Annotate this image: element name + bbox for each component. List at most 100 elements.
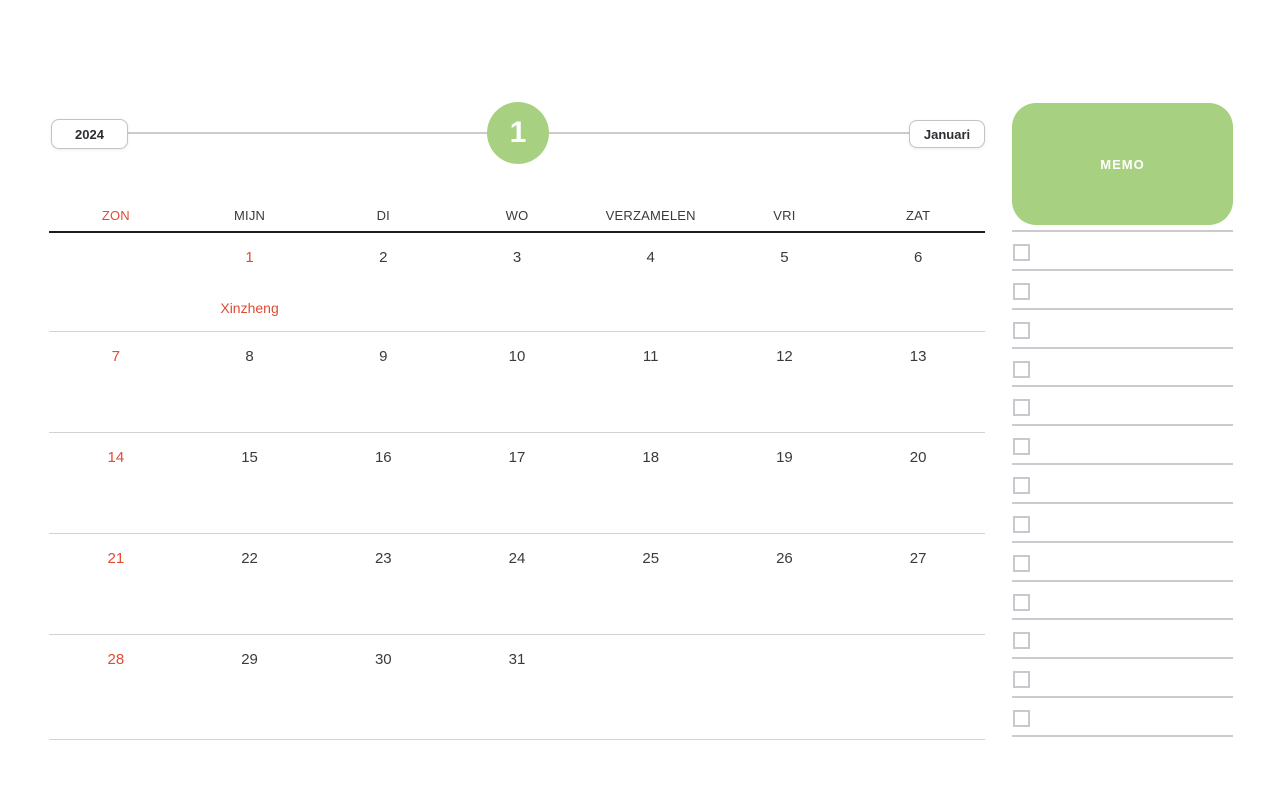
memo-row xyxy=(1012,620,1233,660)
holiday-label: Xinzheng xyxy=(220,300,279,316)
calendar-grid: 1 Xinzheng 2 3 4 5 6 7 8 9 10 11 12 13 14 15 16 17 18 19 20 2… xyxy=(49,233,985,740)
memo-header: MEMO xyxy=(1012,103,1233,225)
day-cell-empty xyxy=(718,635,852,739)
day-cell-15: 15 xyxy=(183,433,317,533)
day-number: 27 xyxy=(909,550,927,567)
memo-row xyxy=(1012,271,1233,310)
weekday-header-wo: WO xyxy=(505,208,529,223)
memo-checkbox[interactable] xyxy=(1013,710,1030,728)
day-cell-16: 16 xyxy=(316,433,450,533)
memo-row xyxy=(1012,504,1233,543)
weekday-header-zon: ZON xyxy=(101,208,130,223)
day-cell-empty xyxy=(49,233,183,331)
day-number: 12 xyxy=(776,348,793,365)
calendar: ZON MIJN DI WO VERZAMELEN VRI ZAT 1 Xinzheng 2 3 4… xyxy=(49,200,985,740)
day-number: 26 xyxy=(776,550,793,567)
day-number: 15 xyxy=(241,449,258,466)
memo-checkbox[interactable] xyxy=(1013,360,1030,378)
day-number: 9 xyxy=(379,348,388,365)
day-cell-24: 24 xyxy=(450,534,584,634)
day-cell-17: 17 xyxy=(450,433,584,533)
day-number: 19 xyxy=(776,449,793,466)
day-number: 23 xyxy=(374,550,392,567)
memo-row xyxy=(1012,465,1233,504)
day-cell-18: 18 xyxy=(584,433,718,533)
weekday-header-vri: VRI xyxy=(773,208,796,223)
day-cell-14: 14 xyxy=(49,433,183,533)
memo-row xyxy=(1012,543,1233,582)
day-number: 22 xyxy=(241,550,258,567)
memo-row xyxy=(1012,659,1233,699)
day-cell-7: 7 xyxy=(49,332,183,432)
day-cell-10: 10 xyxy=(450,332,584,432)
day-cell-2: 2 xyxy=(316,233,450,331)
day-number: 4 xyxy=(646,249,655,266)
month-button[interactable]: Januari xyxy=(909,120,985,148)
day-number: 6 xyxy=(913,249,923,266)
memo-row xyxy=(1012,426,1233,466)
memo-row xyxy=(1012,310,1233,349)
day-cell-empty xyxy=(584,635,718,739)
memo-checkbox[interactable] xyxy=(1013,554,1030,572)
day-cell-28: 28 xyxy=(49,635,183,739)
day-number: 10 xyxy=(508,348,526,365)
day-cell-31: 31 xyxy=(450,635,584,739)
day-cell-3: 3 xyxy=(450,233,584,331)
memo-checkbox[interactable] xyxy=(1013,632,1030,650)
memo-checkbox[interactable] xyxy=(1013,593,1030,611)
day-cell-empty xyxy=(851,635,985,739)
calendar-week-row: 14 15 16 17 18 19 20 xyxy=(49,433,985,534)
day-cell-30: 30 xyxy=(316,635,450,739)
day-cell-1: 1 Xinzheng xyxy=(183,233,317,331)
day-number: 18 xyxy=(642,449,660,466)
month-number-badge: 1 xyxy=(487,102,549,164)
memo-checkbox[interactable] xyxy=(1013,282,1030,300)
day-cell-5: 5 xyxy=(718,233,852,331)
day-cell-6: 6 xyxy=(851,233,985,331)
memo-row xyxy=(1012,387,1233,427)
year-button[interactable]: 2024 xyxy=(51,119,128,149)
day-cell-23: 23 xyxy=(316,534,450,634)
day-cell-21: 21 xyxy=(49,534,183,634)
day-number: 7 xyxy=(111,348,121,365)
day-number: 30 xyxy=(374,651,392,668)
day-number: 24 xyxy=(508,550,526,567)
calendar-week-row: 1 Xinzheng 2 3 4 5 6 xyxy=(49,233,985,332)
day-number: 11 xyxy=(642,348,659,365)
memo-checkbox[interactable] xyxy=(1013,244,1030,261)
weekday-header-di: DI xyxy=(376,208,390,223)
day-cell-20: 20 xyxy=(851,433,985,533)
day-number: 3 xyxy=(512,249,522,266)
memo-checkbox[interactable] xyxy=(1013,477,1030,495)
memo-checkbox[interactable] xyxy=(1013,399,1030,417)
memo-checkbox[interactable] xyxy=(1013,438,1030,456)
memo-row xyxy=(1012,232,1233,271)
day-cell-11: 11 xyxy=(584,332,718,432)
day-number: 16 xyxy=(374,449,392,466)
day-number: 8 xyxy=(245,348,254,365)
day-cell-13: 13 xyxy=(851,332,985,432)
day-cell-29: 29 xyxy=(183,635,317,739)
day-number: 13 xyxy=(909,348,927,365)
memo-checkbox[interactable] xyxy=(1013,671,1030,689)
day-number: 5 xyxy=(780,249,789,266)
day-number: 21 xyxy=(107,550,125,567)
weekday-header-zat: ZAT xyxy=(906,208,931,223)
memo-row xyxy=(1012,582,1233,621)
day-cell-26: 26 xyxy=(718,534,852,634)
memo-title: MEMO xyxy=(1100,156,1145,172)
day-number: 17 xyxy=(508,449,526,466)
calendar-week-row: 28 29 30 31 xyxy=(49,635,985,740)
memo-row xyxy=(1012,349,1233,388)
day-cell-25: 25 xyxy=(584,534,718,634)
day-number: 28 xyxy=(107,651,125,668)
day-number: 14 xyxy=(107,449,125,466)
day-cell-27: 27 xyxy=(851,534,985,634)
day-cell-19: 19 xyxy=(718,433,852,533)
memo-checkbox[interactable] xyxy=(1013,321,1030,339)
calendar-week-row: 21 22 23 24 25 26 27 xyxy=(49,534,985,635)
day-number: 2 xyxy=(379,249,388,266)
day-number: 29 xyxy=(241,651,258,668)
memo-checkbox[interactable] xyxy=(1013,515,1030,533)
